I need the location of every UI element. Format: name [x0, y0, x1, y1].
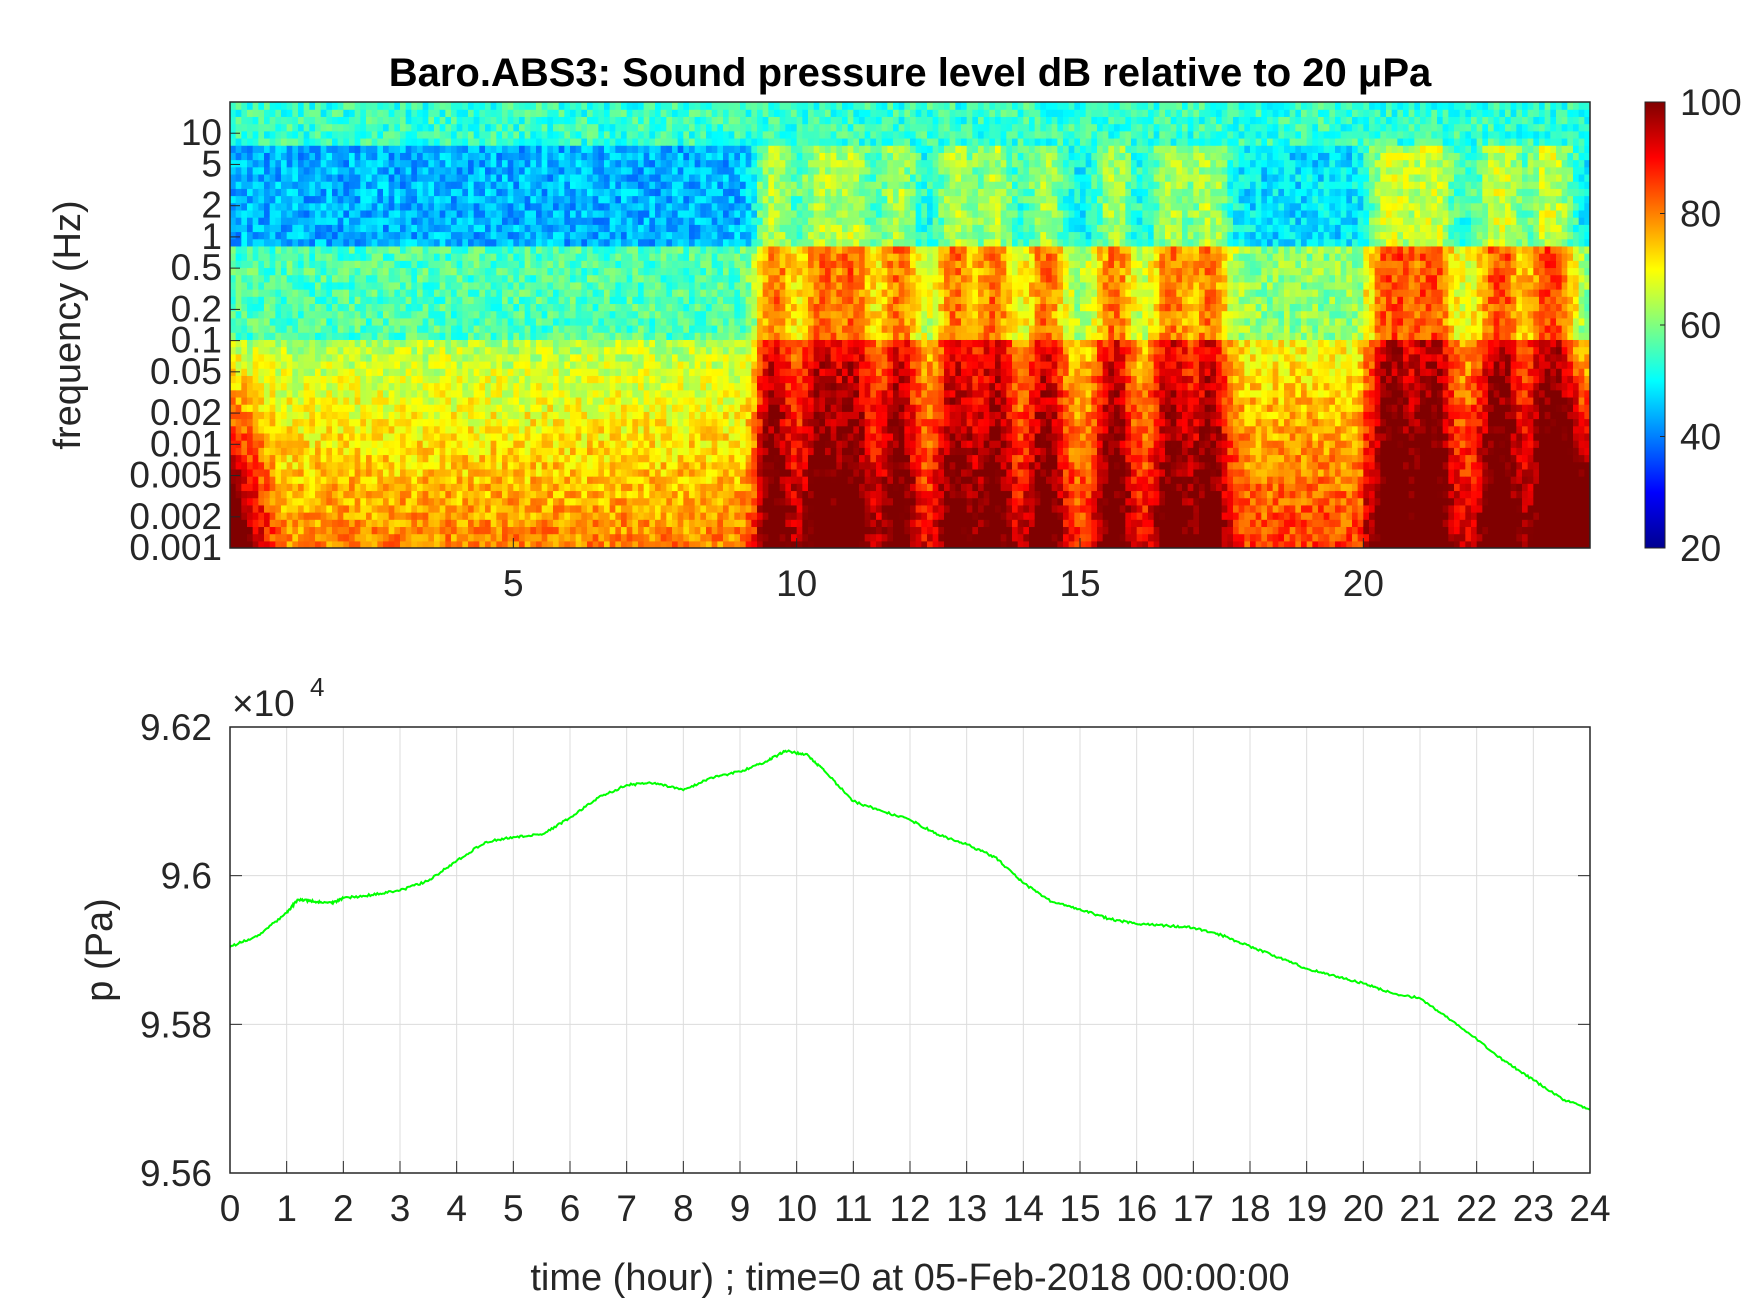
spectrogram-y-tick-label: 0.01 — [150, 423, 222, 464]
pressure-x-tick-label: 14 — [1003, 1188, 1044, 1229]
spectrogram-image — [230, 102, 1590, 548]
pressure-x-tick-label: 16 — [1116, 1188, 1157, 1229]
spectrogram-x-tick-label: 10 — [776, 563, 817, 604]
spectrogram-x-tick-label: 15 — [1059, 563, 1100, 604]
pressure-x-tick-label: 2 — [333, 1188, 354, 1229]
spectrogram-x-ticks: 5 10 15 20 — [503, 538, 1384, 604]
pressure-y-tick-label: 9.56 — [140, 1153, 212, 1194]
pressure-x-tick-label: 20 — [1343, 1188, 1384, 1229]
pressure-x-label: time (hour) ; time=0 at 05-Feb-2018 00:0… — [530, 1257, 1289, 1299]
spectrogram-y-label: frequency (Hz) — [47, 200, 89, 449]
colorbar-tick-label: 20 — [1680, 528, 1721, 569]
pressure-x-tick-label: 11 — [834, 1188, 872, 1229]
pressure-x-tick-label: 24 — [1569, 1188, 1610, 1229]
pressure-x-tick-label: 21 — [1399, 1188, 1440, 1229]
pressure-x-ticks: 0 1 2 3 4 5 6 7 8 9 10 11 12 13 14 15 16 17 18 19 20 21 22 23 24 — [220, 1161, 1611, 1229]
pressure-x-tick-label: 13 — [946, 1188, 987, 1229]
pressure-x-tick-label: 8 — [673, 1188, 694, 1229]
pressure-y-tick-label: 9.62 — [140, 707, 212, 748]
pressure-panel: 9.569.589.69.62 0 1 2 3 4 5 6 7 8 9 10 11 12 13 14 15 16… — [79, 672, 1611, 1299]
pressure-x-tick-label: 19 — [1286, 1188, 1327, 1229]
colorbar-tick-label: 40 — [1680, 417, 1721, 458]
pressure-y-tick-label: 9.6 — [161, 856, 212, 897]
spectrogram-frame — [229, 101, 1591, 549]
spectrogram-y-tick-label: 10 — [181, 112, 222, 153]
spectrogram-title: Baro.ABS3: Sound pressure level dB relat… — [389, 51, 1432, 95]
y-exponent-base: ×10 — [232, 683, 295, 724]
spectrogram-y-tick-label: 0.005 — [129, 455, 222, 496]
pressure-x-tick-label: 6 — [560, 1188, 581, 1229]
pressure-x-tick-label: 5 — [503, 1188, 524, 1229]
pressure-x-tick-label: 1 — [276, 1188, 297, 1229]
pressure-x-tick-label: 12 — [889, 1188, 930, 1229]
spectrogram-y-tick-label: 0.2 — [171, 288, 222, 329]
colorbar-tick-label: 80 — [1680, 194, 1721, 235]
pressure-y-tick-label: 9.58 — [140, 1004, 212, 1045]
spectrogram-y-tick-label: 0.02 — [150, 392, 222, 433]
pressure-series-line — [230, 749, 1590, 1111]
spectrogram-y-tick-label: 0.001 — [129, 527, 222, 568]
pressure-x-tick-label: 7 — [616, 1188, 637, 1229]
spectrogram-y-tick-label: 0.05 — [150, 351, 222, 392]
pressure-y-exponent: ×10 4 — [232, 672, 324, 724]
pressure-x-tick-label: 18 — [1229, 1188, 1270, 1229]
pressure-x-tick-label: 4 — [446, 1188, 467, 1229]
spectrogram-y-tick-label: 5 — [201, 143, 222, 184]
colorbar-tick-label: 100 — [1680, 82, 1742, 123]
spectrogram-y-tick-label: 0.1 — [171, 320, 222, 361]
pressure-y-label: p (Pa) — [79, 898, 121, 1001]
pressure-x-tick-label: 17 — [1173, 1188, 1214, 1229]
pressure-x-tick-label: 23 — [1513, 1188, 1554, 1229]
colorbar-ticks: 20 40 60 80 100 — [1660, 82, 1742, 569]
spectrogram-x-tick-label: 20 — [1343, 563, 1384, 604]
spectrogram-panel: Baro.ABS3: Sound pressure level dB relat… — [47, 51, 1591, 604]
y-exponent-power: 4 — [310, 672, 324, 702]
spectrogram-x-tick-label: 5 — [503, 563, 524, 604]
spectrogram-y-tick-label: 0.002 — [129, 496, 222, 537]
colorbar-tick-label: 60 — [1680, 305, 1721, 346]
colorbar: 20 40 60 80 100 — [1644, 82, 1742, 569]
pressure-x-tick-label: 3 — [390, 1188, 411, 1229]
spectrogram-y-ticks: 0.0010.0020.0050.010.020.050.10.20.51251… — [129, 112, 240, 568]
pressure-x-tick-label: 15 — [1059, 1188, 1100, 1229]
spectrogram-y-tick-label: 1 — [201, 216, 222, 257]
pressure-x-tick-label: 0 — [220, 1188, 241, 1229]
pressure-y-ticks: 9.56 9.58 9.6 9.62 — [140, 707, 1590, 1194]
spectrogram-y-tick-label: 2 — [201, 185, 222, 226]
pressure-x-tick-label: 9 — [730, 1188, 751, 1229]
pressure-x-tick-label: 10 — [776, 1188, 817, 1229]
pressure-x-tick-label: 22 — [1456, 1188, 1497, 1229]
spectrogram-y-tick-label: 0.5 — [171, 247, 222, 288]
